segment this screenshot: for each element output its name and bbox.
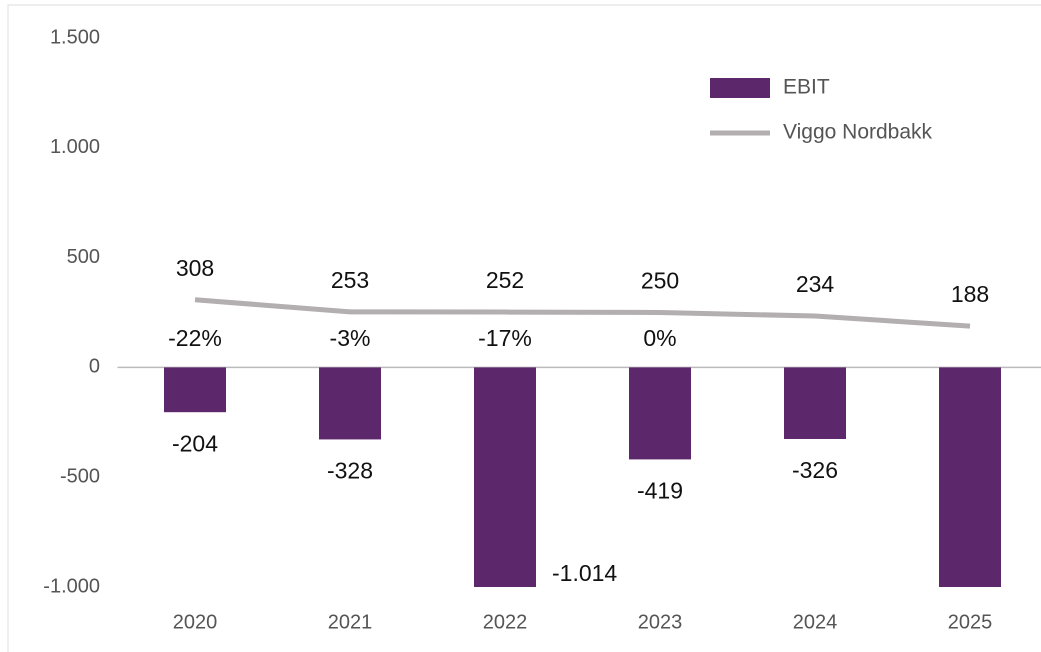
x-tick-label: 2023 [638,611,683,633]
line-label: 253 [331,267,369,293]
bar [164,367,226,413]
y-tick-label: 500 [67,246,100,268]
bar-label: -328 [327,458,373,484]
bar-label: -419 [637,477,683,503]
x-tick-label: 2024 [793,611,838,633]
y-tick-label: -500 [60,465,100,487]
line-label: 252 [486,267,524,293]
y-tick-label: 1.000 [50,136,100,158]
annotation: 0% [643,325,676,351]
legend-swatch [710,78,770,98]
line-label: 308 [176,255,214,281]
legend-label: Viggo Nordbakk [783,121,933,144]
bar [629,367,691,460]
line-label: 234 [796,271,835,297]
bar-label: -326 [792,457,838,483]
x-tick-label: 2022 [483,611,528,633]
bar [474,367,536,587]
bar-label: -204 [172,430,218,456]
annotation: -3% [330,325,371,351]
y-tick-label: 1.500 [50,26,100,48]
y-tick-label: 0 [89,356,100,378]
legend-label: EBIT [783,76,830,99]
y-tick-label: -1.000 [43,575,100,597]
bar [319,367,381,440]
x-tick-label: 2020 [173,611,218,633]
line [194,297,971,329]
x-tick-label: 2025 [948,611,993,633]
x-tick-label: 2021 [328,611,373,633]
line-label: 250 [641,268,679,294]
bar-label: -1.014 [552,560,617,586]
annotation: -22% [168,325,222,351]
annotation: -17% [478,325,532,351]
line-label: 188 [951,281,989,307]
bar [784,367,846,439]
frame [7,4,1041,652]
bar [939,367,1001,587]
